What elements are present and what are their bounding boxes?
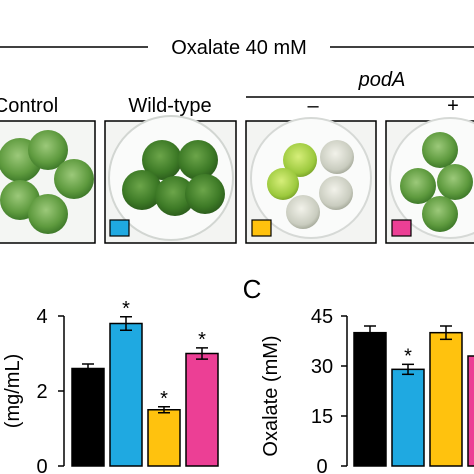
column-label-poda-plus: + [447, 95, 459, 117]
oxalate-label: Oxalate 40 mM [171, 37, 307, 59]
chart-right: Oxalate (mM) 0 15 30 45 * [260, 306, 474, 474]
chart-right-bar [467, 355, 474, 467]
column-label-wild-type: Wild-type [128, 95, 211, 117]
chart-right-bar [429, 331, 463, 467]
panel-label-c: C [243, 274, 262, 304]
photo-control [0, 120, 96, 244]
poda-minus-color-key [251, 219, 272, 237]
chart-left-bar [147, 409, 181, 467]
chart-left-bar [109, 322, 143, 467]
column-label-control: Control [0, 95, 58, 117]
chart-left-bar [185, 352, 219, 467]
chart-left-significance-mark: * [198, 329, 206, 351]
chart-left-y-tick-label: 4 [36, 306, 47, 328]
chart-left-y-tick-label: 2 [36, 381, 47, 403]
chart-right-y-tick-label: 45 [311, 306, 333, 328]
chart-left-bar [71, 367, 105, 467]
photo-wild-type [104, 115, 237, 244]
wild-type-color-key [109, 219, 130, 237]
chart-right-bar [353, 331, 387, 467]
chart-left-y-tick-label: 0 [36, 456, 47, 474]
chart-right-y-tick-label: 15 [311, 406, 333, 428]
chart-left: (mg/mL) 0 2 4 * * * [2, 298, 219, 474]
chart-right-y-label: Oxalate (mM) [260, 335, 282, 456]
chart-right-y-tick-label: 30 [311, 356, 333, 378]
chart-left-significance-mark: * [160, 388, 168, 410]
photo-poda-minus [245, 117, 377, 244]
chart-left-y-label: (mg/mL) [2, 354, 24, 428]
column-label-poda-minus: – [307, 95, 319, 117]
chart-left-significance-mark: * [122, 298, 130, 320]
poda-label: podA [358, 69, 406, 91]
poda-plus-color-key [391, 219, 412, 237]
photo-poda-plus [385, 117, 474, 244]
chart-right-y-tick-label: 0 [316, 456, 327, 474]
chart-right-significance-mark: * [404, 345, 412, 367]
chart-right-bar [391, 368, 425, 467]
